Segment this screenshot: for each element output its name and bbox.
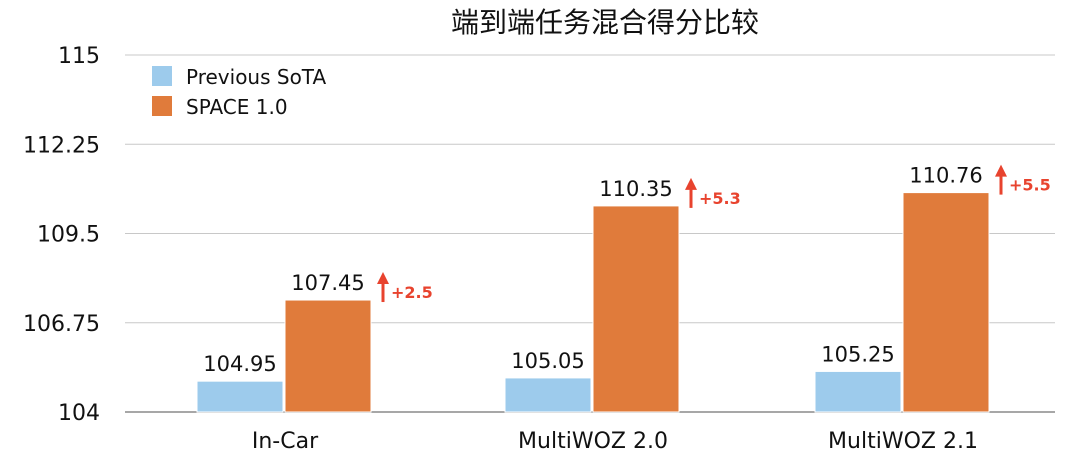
y-tick-label: 109.5 <box>37 223 100 248</box>
y-tick-label: 104 <box>58 401 100 426</box>
y-tick-label: 112.25 <box>23 133 100 158</box>
delta-label: +5.5 <box>1009 176 1051 195</box>
up-arrow-head-icon <box>377 272 389 285</box>
legend: Previous SoTA SPACE 1.0 <box>152 65 326 119</box>
up-arrow-head-icon <box>685 177 697 190</box>
bar-previous-sota-2 <box>814 370 902 413</box>
value-label: 107.45 <box>291 271 364 295</box>
x-tick-label: In-Car <box>252 429 319 454</box>
bar-space-1 <box>592 205 680 413</box>
x-tick-label: MultiWOZ 2.1 <box>828 429 978 454</box>
delta-label: +5.3 <box>699 189 741 208</box>
grid: 104 106.75 109.5 112.25 115 <box>23 44 1055 426</box>
value-label: 105.05 <box>511 349 584 373</box>
chart-title: 端到端任务混合得分比较 <box>451 6 759 39</box>
delta-label: +2.5 <box>391 283 433 302</box>
bars <box>196 192 990 413</box>
up-arrow-head-icon <box>995 164 1007 177</box>
bar-space-0 <box>284 299 372 413</box>
legend-label-space: SPACE 1.0 <box>186 95 288 119</box>
value-labels: 104.95 107.45 +2.5 In-Car 105.05 110.35 +5.3 Mu… <box>203 164 1050 454</box>
bar-space-2 <box>902 192 990 413</box>
y-tick-label: 106.75 <box>23 312 100 337</box>
y-tick-label: 115 <box>58 44 100 69</box>
value-label: 110.76 <box>909 164 982 188</box>
legend-swatch-previous-sota <box>152 66 172 86</box>
value-label: 110.35 <box>599 177 672 201</box>
x-tick-label: MultiWOZ 2.0 <box>518 429 668 454</box>
value-label: 105.25 <box>821 342 894 366</box>
legend-swatch-space <box>152 96 172 116</box>
bar-previous-sota-1 <box>504 377 592 413</box>
value-label: 104.95 <box>203 352 276 376</box>
bar-previous-sota-0 <box>196 380 284 413</box>
legend-label-previous-sota: Previous SoTA <box>186 65 326 89</box>
